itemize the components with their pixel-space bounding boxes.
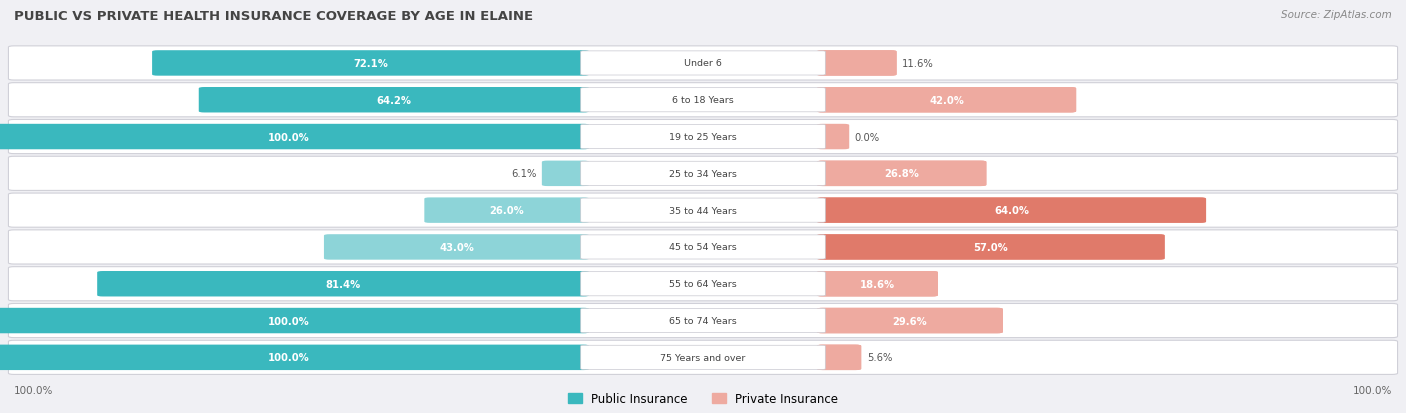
FancyBboxPatch shape: [817, 271, 938, 297]
Text: 11.6%: 11.6%: [903, 59, 934, 69]
Text: 43.0%: 43.0%: [439, 242, 474, 252]
FancyBboxPatch shape: [323, 235, 589, 260]
FancyBboxPatch shape: [817, 161, 987, 187]
FancyBboxPatch shape: [8, 157, 1398, 191]
Text: 18.6%: 18.6%: [860, 279, 896, 289]
Text: 26.0%: 26.0%: [489, 206, 524, 216]
Text: 100.0%: 100.0%: [267, 316, 309, 326]
FancyBboxPatch shape: [817, 51, 897, 76]
FancyBboxPatch shape: [817, 88, 1076, 113]
Text: 6.1%: 6.1%: [510, 169, 536, 179]
Text: 65 to 74 Years: 65 to 74 Years: [669, 316, 737, 325]
FancyBboxPatch shape: [0, 308, 589, 333]
FancyBboxPatch shape: [817, 271, 938, 297]
FancyBboxPatch shape: [817, 198, 1206, 223]
Text: 5.6%: 5.6%: [868, 352, 893, 363]
FancyBboxPatch shape: [198, 88, 589, 113]
Text: 45 to 54 Years: 45 to 54 Years: [669, 243, 737, 252]
FancyBboxPatch shape: [581, 52, 825, 76]
FancyBboxPatch shape: [8, 267, 1398, 301]
FancyBboxPatch shape: [97, 271, 589, 297]
Text: 6 to 18 Years: 6 to 18 Years: [672, 96, 734, 105]
FancyBboxPatch shape: [817, 88, 1076, 113]
Text: 26.8%: 26.8%: [884, 169, 920, 179]
Text: 35 to 44 Years: 35 to 44 Years: [669, 206, 737, 215]
FancyBboxPatch shape: [0, 345, 589, 370]
FancyBboxPatch shape: [817, 161, 987, 187]
FancyBboxPatch shape: [581, 235, 825, 259]
FancyBboxPatch shape: [8, 230, 1398, 264]
FancyBboxPatch shape: [817, 308, 1002, 333]
Text: 57.0%: 57.0%: [973, 242, 1008, 252]
FancyBboxPatch shape: [541, 161, 589, 187]
Text: 100.0%: 100.0%: [267, 352, 309, 363]
Text: 100.0%: 100.0%: [267, 132, 309, 142]
FancyBboxPatch shape: [817, 308, 1002, 333]
Text: 72.1%: 72.1%: [353, 59, 388, 69]
FancyBboxPatch shape: [8, 120, 1398, 154]
Text: 29.6%: 29.6%: [893, 316, 928, 326]
FancyBboxPatch shape: [817, 124, 849, 150]
Text: 75 Years and over: 75 Years and over: [661, 353, 745, 362]
FancyBboxPatch shape: [817, 235, 1164, 260]
FancyBboxPatch shape: [581, 162, 825, 186]
FancyBboxPatch shape: [0, 124, 589, 150]
FancyBboxPatch shape: [817, 198, 1206, 223]
Text: PUBLIC VS PRIVATE HEALTH INSURANCE COVERAGE BY AGE IN ELAINE: PUBLIC VS PRIVATE HEALTH INSURANCE COVER…: [14, 10, 533, 23]
FancyBboxPatch shape: [581, 199, 825, 223]
FancyBboxPatch shape: [152, 51, 589, 76]
Legend: Public Insurance, Private Insurance: Public Insurance, Private Insurance: [568, 392, 838, 405]
Text: 55 to 64 Years: 55 to 64 Years: [669, 280, 737, 289]
FancyBboxPatch shape: [8, 47, 1398, 81]
Text: 81.4%: 81.4%: [326, 279, 361, 289]
Text: 42.0%: 42.0%: [929, 95, 965, 105]
FancyBboxPatch shape: [581, 125, 825, 149]
FancyBboxPatch shape: [425, 198, 589, 223]
FancyBboxPatch shape: [581, 88, 825, 112]
Text: Source: ZipAtlas.com: Source: ZipAtlas.com: [1281, 10, 1392, 20]
Text: 64.0%: 64.0%: [994, 206, 1029, 216]
Text: 0.0%: 0.0%: [855, 132, 880, 142]
FancyBboxPatch shape: [817, 345, 862, 370]
FancyBboxPatch shape: [581, 345, 825, 370]
FancyBboxPatch shape: [8, 83, 1398, 118]
FancyBboxPatch shape: [8, 194, 1398, 228]
Text: Under 6: Under 6: [685, 59, 721, 68]
Text: 100.0%: 100.0%: [1353, 385, 1392, 395]
FancyBboxPatch shape: [8, 340, 1398, 375]
FancyBboxPatch shape: [817, 51, 897, 76]
FancyBboxPatch shape: [817, 235, 1164, 260]
FancyBboxPatch shape: [8, 304, 1398, 338]
Text: 64.2%: 64.2%: [377, 95, 412, 105]
FancyBboxPatch shape: [581, 309, 825, 333]
FancyBboxPatch shape: [817, 345, 862, 370]
Text: 100.0%: 100.0%: [14, 385, 53, 395]
FancyBboxPatch shape: [581, 272, 825, 296]
Text: 25 to 34 Years: 25 to 34 Years: [669, 169, 737, 178]
Text: 19 to 25 Years: 19 to 25 Years: [669, 133, 737, 142]
